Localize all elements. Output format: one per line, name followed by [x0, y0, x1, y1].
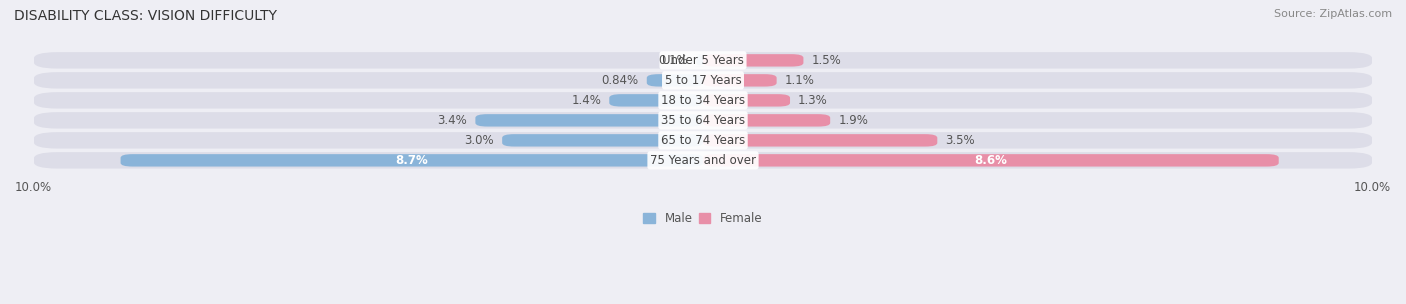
Text: Under 5 Years: Under 5 Years — [662, 54, 744, 67]
Text: 75 Years and over: 75 Years and over — [650, 154, 756, 167]
FancyBboxPatch shape — [703, 114, 830, 126]
FancyBboxPatch shape — [703, 94, 790, 107]
Text: 65 to 74 Years: 65 to 74 Years — [661, 134, 745, 147]
Text: 0.84%: 0.84% — [602, 74, 638, 87]
FancyBboxPatch shape — [475, 114, 703, 126]
Text: 3.4%: 3.4% — [437, 114, 467, 127]
Text: 3.5%: 3.5% — [945, 134, 974, 147]
FancyBboxPatch shape — [121, 154, 703, 167]
FancyBboxPatch shape — [34, 72, 1372, 88]
FancyBboxPatch shape — [34, 92, 1372, 109]
FancyBboxPatch shape — [34, 152, 1372, 168]
FancyBboxPatch shape — [703, 54, 803, 67]
Text: 0.1%: 0.1% — [658, 54, 689, 67]
Text: 8.6%: 8.6% — [974, 154, 1007, 167]
Text: 1.9%: 1.9% — [838, 114, 868, 127]
FancyBboxPatch shape — [34, 112, 1372, 129]
Text: 1.3%: 1.3% — [799, 94, 828, 107]
Text: 1.4%: 1.4% — [571, 94, 602, 107]
Text: 3.0%: 3.0% — [464, 134, 494, 147]
FancyBboxPatch shape — [690, 54, 709, 67]
FancyBboxPatch shape — [34, 132, 1372, 149]
Text: 5 to 17 Years: 5 to 17 Years — [665, 74, 741, 87]
Text: 8.7%: 8.7% — [395, 154, 429, 167]
FancyBboxPatch shape — [609, 94, 703, 107]
FancyBboxPatch shape — [703, 74, 776, 87]
FancyBboxPatch shape — [34, 52, 1372, 69]
FancyBboxPatch shape — [703, 134, 938, 147]
Text: Source: ZipAtlas.com: Source: ZipAtlas.com — [1274, 9, 1392, 19]
Text: 18 to 34 Years: 18 to 34 Years — [661, 94, 745, 107]
FancyBboxPatch shape — [502, 134, 703, 147]
Legend: Male, Female: Male, Female — [638, 207, 768, 230]
Text: 35 to 64 Years: 35 to 64 Years — [661, 114, 745, 127]
Text: 1.1%: 1.1% — [785, 74, 814, 87]
Text: DISABILITY CLASS: VISION DIFFICULTY: DISABILITY CLASS: VISION DIFFICULTY — [14, 9, 277, 23]
FancyBboxPatch shape — [703, 154, 1278, 167]
Text: 1.5%: 1.5% — [811, 54, 841, 67]
FancyBboxPatch shape — [647, 74, 703, 87]
